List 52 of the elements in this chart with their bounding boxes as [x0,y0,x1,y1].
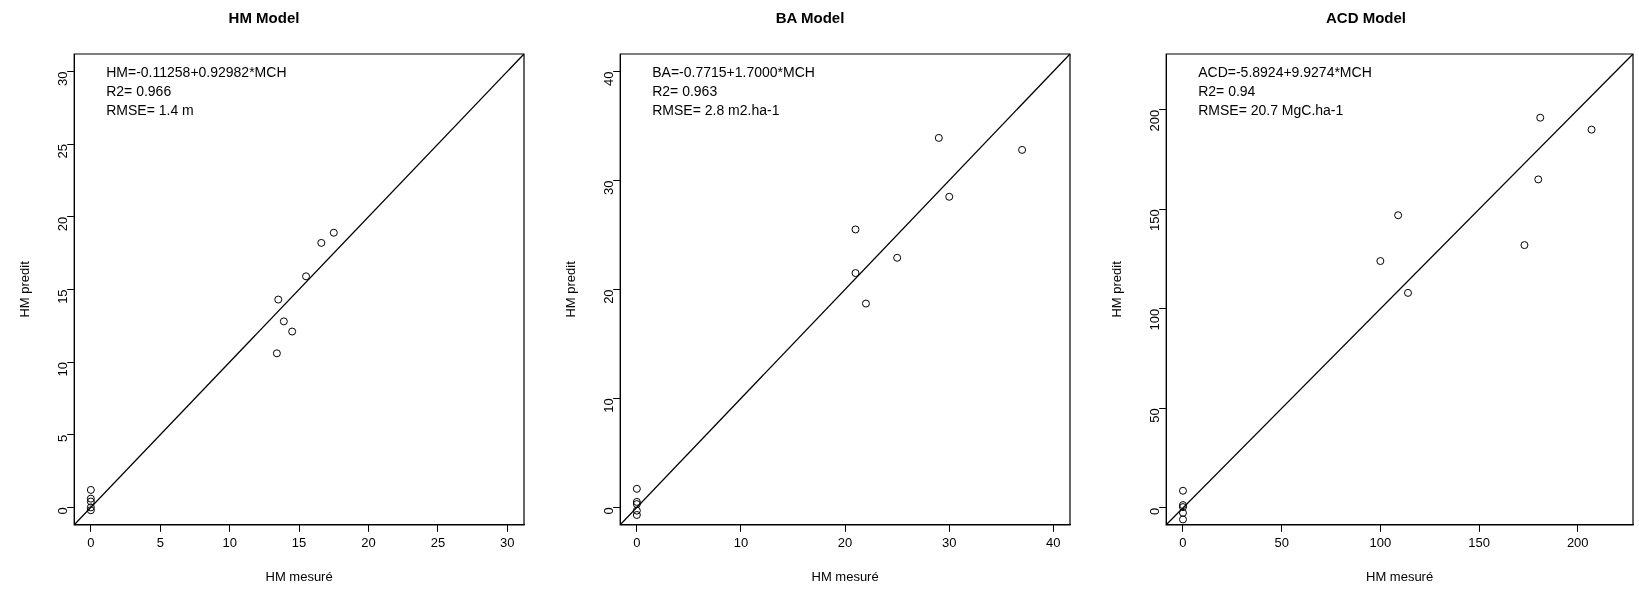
x-axis-title: HM mesuré [811,568,879,584]
x-tick-label: 0 [633,535,641,551]
y-tick-label: 30 [600,180,616,195]
annotation: R2= 0.966 [106,82,172,99]
y-tick-label: 10 [600,398,616,413]
y-tick-label: 40 [600,71,616,86]
annotation: RMSE= 1.4 m [106,101,194,118]
x-tick-label: 15 [291,535,307,551]
annotation: HM=-0.11258+0.92982*MCH [106,63,287,80]
y-tick-label: 0 [54,507,70,515]
annotation: BA=-0.7715+1.7000*MCH [652,63,815,80]
x-tick-label: 10 [733,535,749,551]
annotation: R2= 0.963 [652,82,718,99]
y-axis-title: HM predit [17,260,33,318]
y-tick-label: 0 [600,507,616,515]
chart-title: BA Model [775,9,845,27]
y-tick-label: 20 [54,216,70,232]
x-tick-label: 10 [222,535,237,551]
y-tick-label: 200 [1146,109,1162,132]
x-tick-label: 25 [430,535,446,551]
x-tick-label: 100 [1369,535,1392,551]
chart-title: HM Model [228,9,300,27]
x-axis-title: HM mesuré [1366,568,1434,584]
y-tick-label: 20 [600,289,616,304]
x-tick-label: 150 [1468,535,1490,551]
y-tick-label: 0 [1146,507,1162,516]
x-tick-label: 50 [1274,535,1289,551]
x-tick-label: 0 [87,535,95,551]
x-tick-label: 30 [941,535,957,551]
y-tick-label: 5 [54,434,70,442]
y-tick-label: 150 [1146,209,1162,231]
y-axis-title: HM predit [1109,260,1125,318]
y-tick-label: 10 [54,362,70,377]
y-axis-title: HM predit [563,260,579,318]
x-tick-label: 30 [500,535,515,551]
x-axis-title: HM mesuré [265,568,333,584]
x-tick-label: 200 [1566,535,1589,551]
x-tick-label: 5 [156,535,164,551]
y-tick-label: 100 [1146,308,1162,331]
chart-title: ACD Model [1326,9,1406,27]
y-tick-label: 50 [1146,408,1162,423]
annotation: R2= 0.94 [1198,82,1256,99]
x-tick-label: 40 [1046,535,1061,551]
y-tick-label: 30 [54,71,70,86]
annotation: ACD=-5.8924+9.9274*MCH [1198,63,1372,80]
x-tick-label: 20 [361,535,376,551]
annotation: RMSE= 2.8 m2.ha-1 [652,101,780,118]
annotation: RMSE= 20.7 MgC.ha-1 [1198,101,1344,118]
y-tick-label: 25 [54,144,70,159]
x-tick-label: 20 [837,535,853,551]
y-tick-label: 15 [54,289,70,304]
x-tick-label: 0 [1179,535,1187,551]
